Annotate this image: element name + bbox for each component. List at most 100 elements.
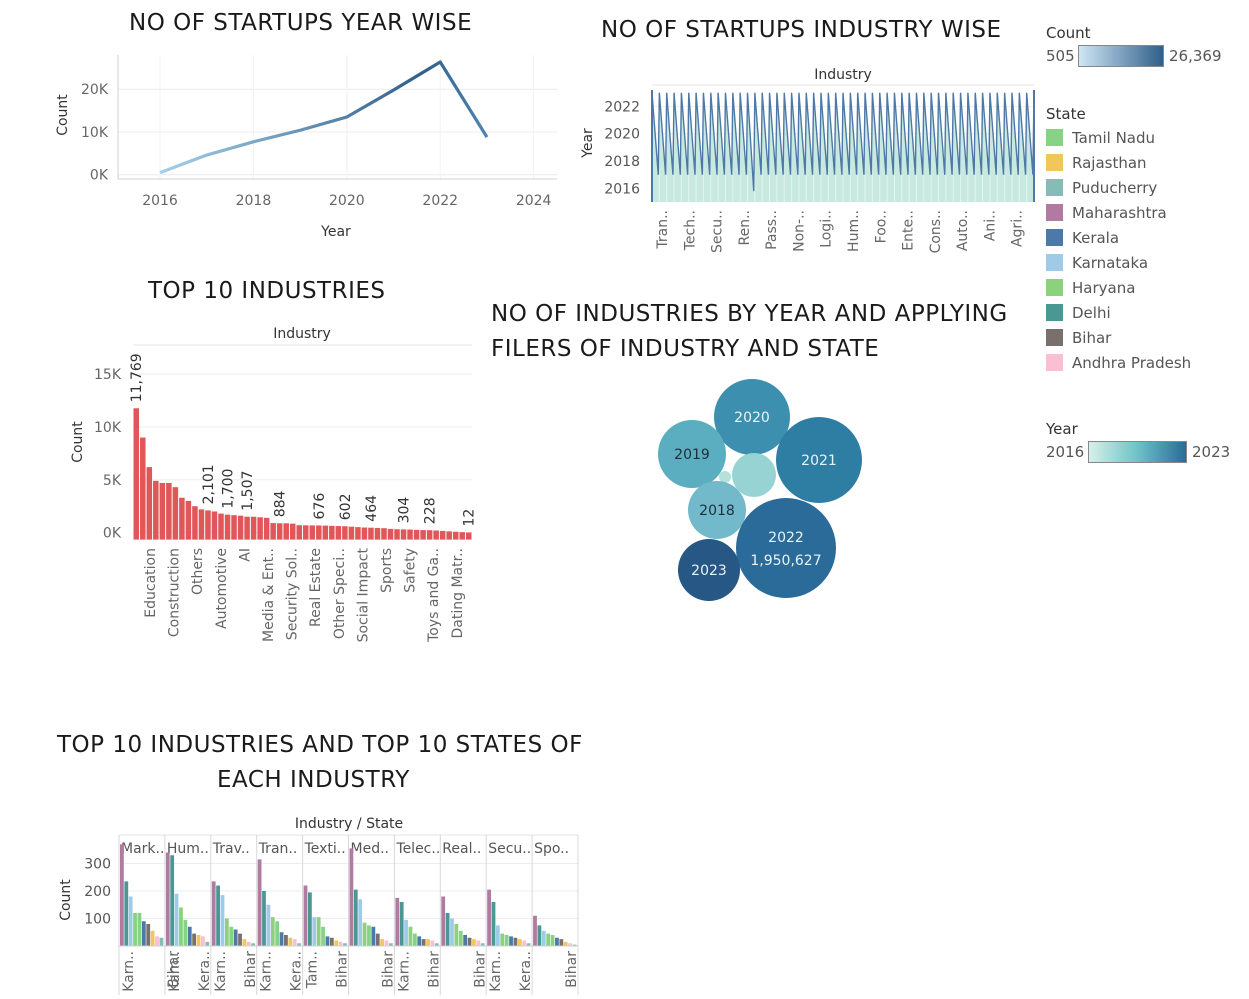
x-tick-label: Karn.. [121,951,137,992]
data-point [345,116,348,119]
bar [170,855,175,946]
x-tick-label: Kera.. [289,951,305,991]
state-legend-item[interactable]: Maharashtra [1046,200,1246,225]
x-tick-label: Hum.. [846,210,862,252]
state-swatch [1046,304,1063,321]
bar-value-label: 1,507 [240,471,256,511]
y-axis-title: Count [55,94,71,136]
industry-wise-title: NO OF STARTUPS INDUSTRY WISE [601,17,1002,43]
bar [426,530,433,540]
x-tick-label: Karn.. [167,951,183,992]
bar [141,921,146,946]
state-legend-item[interactable]: Andhra Pradesh [1046,350,1246,375]
bar [509,936,513,946]
bar [270,917,275,946]
bar [446,531,452,540]
x-tick-label: Bihar [166,951,182,988]
state-legend-item[interactable]: Bihar [1046,325,1246,350]
bar [480,943,485,946]
x-tick-label: Bihar [472,951,488,988]
bar [133,408,140,540]
x-tick-label: Automotive [214,548,230,629]
state-legend-label: Rajasthan [1072,153,1147,172]
state-legend-item[interactable]: Puducherry [1046,175,1246,200]
state-legend-item[interactable]: Rajasthan [1046,150,1246,175]
bar [159,482,166,540]
top10-states-title-line1: TOP 10 INDUSTRIES AND TOP 10 STATES OF [57,732,583,758]
x-tick-label: Media & Ent.. [261,548,277,642]
x-tick-label: Toys and Ga.. [426,548,442,643]
bubble [732,453,776,497]
bar [133,913,137,946]
bar [325,936,330,946]
top10-states-bar-chart: Industry / State 100 200 300 Count Mark.. Karn… [58,816,580,995]
x-tick-label: 2020 [329,193,365,209]
state-legend-item[interactable]: Kerala [1046,225,1246,250]
bubble-label: 2022 [768,530,804,546]
bar [380,939,385,946]
bubble [714,379,790,455]
chart-header: Industry / State [295,816,403,832]
bar-value-label: 676 [312,493,328,520]
bar [242,939,247,946]
x-tick-label: Others [190,548,206,595]
bar [338,941,343,946]
group-label: Telec.. [395,841,440,857]
x-tick-label: Tran.. [655,210,671,250]
bar [572,944,577,946]
x-tick-label: Logi.. [819,210,835,248]
y-tick-label: 15K [94,367,122,383]
x-tick-label: Real Estate [308,548,324,627]
data-point [439,60,442,63]
bar [374,527,381,540]
bar [120,844,124,946]
x-tick-label: Auto.. [955,210,971,251]
bar [263,517,270,540]
bar [155,936,159,946]
x-tick-label: Karn.. [396,951,412,992]
bar-value-label: 2,101 [201,464,217,504]
bar [187,926,192,946]
bar [159,937,164,946]
bar [395,897,400,946]
state-legend-item[interactable]: Haryana [1046,275,1246,300]
x-tick-label: Safety [403,548,419,593]
state-legend-label: Bihar [1072,328,1112,347]
bar [434,943,439,946]
chart-header: Industry [273,326,331,342]
bubble [658,420,726,488]
bar [231,515,237,540]
bar-value-label: 464 [364,495,380,522]
state-legend-item[interactable]: Delhi [1046,300,1246,325]
x-tick-label: Kera.. [518,951,534,991]
group-label: Real.. [442,841,481,857]
bar-value-label: 228 [423,497,439,524]
bar [394,529,400,540]
state-legend-label: Tamil Nadu [1072,128,1156,147]
x-tick-label: Karn.. [488,951,504,992]
bubble-label: 2020 [734,410,770,426]
state-swatch [1046,279,1063,296]
bar [458,930,463,946]
bar [329,525,335,540]
x-tick-label: Construction [167,548,183,637]
x-tick-label: Tam.. [305,951,321,989]
y-tick-label: 0K [90,168,109,184]
state-legend-item[interactable]: Karnataka [1046,250,1246,275]
bar [140,437,146,540]
state-legend-label: Karnataka [1072,253,1149,272]
bar [381,528,387,540]
bar [321,926,325,946]
x-tick-label: Bihar [381,951,397,988]
bubble-label: 2019 [674,447,710,463]
bubble [776,417,862,503]
state-swatch [1046,329,1063,346]
group-label: Hum.. [167,841,209,857]
x-tick-label: Ren.. [737,210,753,246]
bar [283,523,289,540]
group-label: Mark.. [121,841,164,857]
bar [404,919,408,946]
bar [244,516,250,540]
state-legend-item[interactable]: Tamil Nadu [1046,125,1246,150]
